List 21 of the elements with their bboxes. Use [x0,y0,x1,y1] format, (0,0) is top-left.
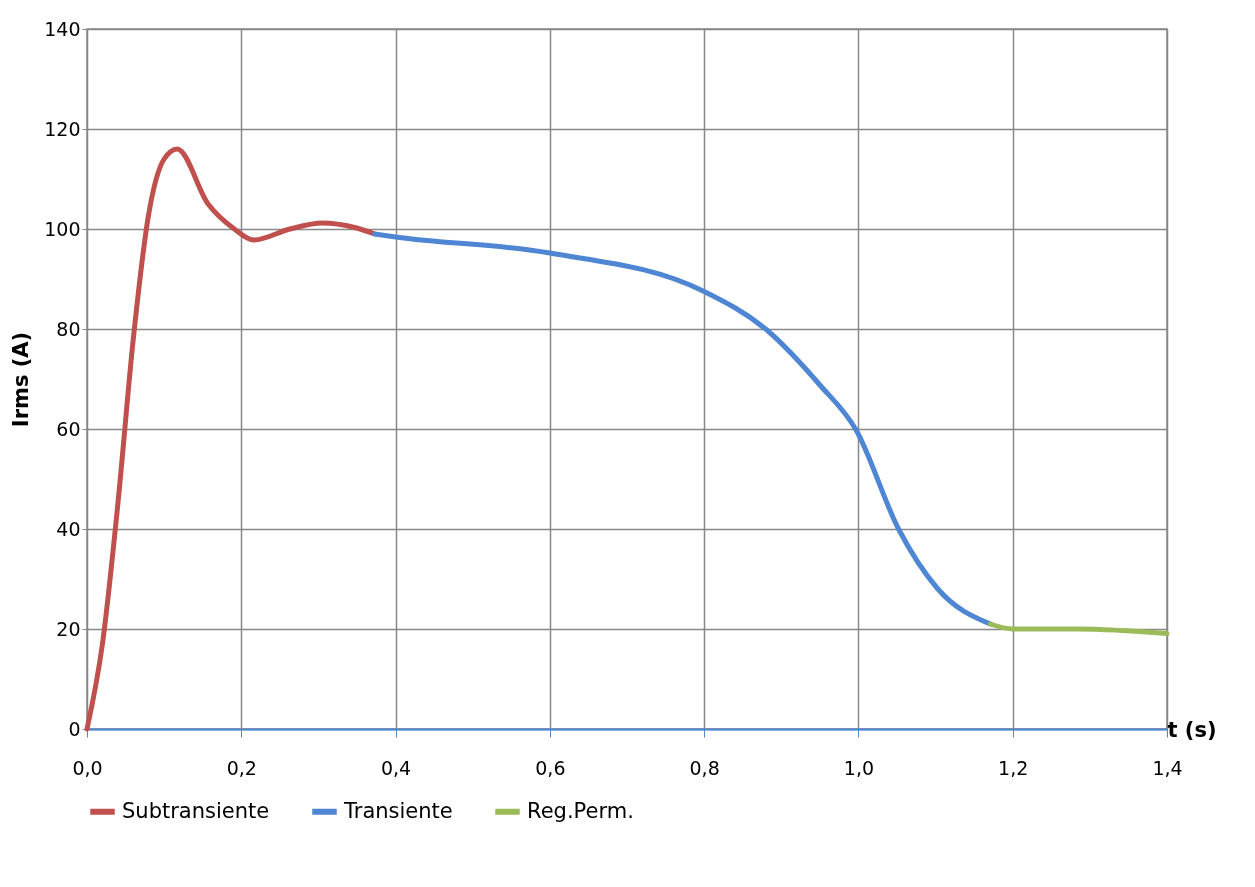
y-tick-label: 20 [56,617,81,640]
legend-label: Subtransiente [122,798,270,823]
legend-label: Reg.Perm. [527,798,634,823]
x-tick-label: 0,4 [380,756,412,779]
x-tick-label: 0,8 [689,756,720,779]
y-axis-title: Irms (A) [9,331,34,428]
x-tick-label: 1,0 [843,756,875,779]
y-tick-label: 140 [44,17,81,40]
x-tick-label: 1,4 [1152,756,1183,779]
x-tick-label: 0,6 [535,756,566,779]
y-tick-label: 0 [68,717,81,740]
y-tick-label: 80 [56,317,81,340]
x-tick-label: 0,2 [226,756,257,779]
y-tick-label: 100 [44,217,81,240]
x-tick-label: 0,0 [72,756,103,779]
legend-label: Transiente [343,798,453,823]
y-tick-label: 60 [56,417,81,440]
y-tick-label: 120 [44,117,81,140]
x-tick-label: 1,2 [998,756,1029,779]
y-tick-label: 40 [56,517,81,540]
x-axis-title: t (s) [1167,717,1217,742]
